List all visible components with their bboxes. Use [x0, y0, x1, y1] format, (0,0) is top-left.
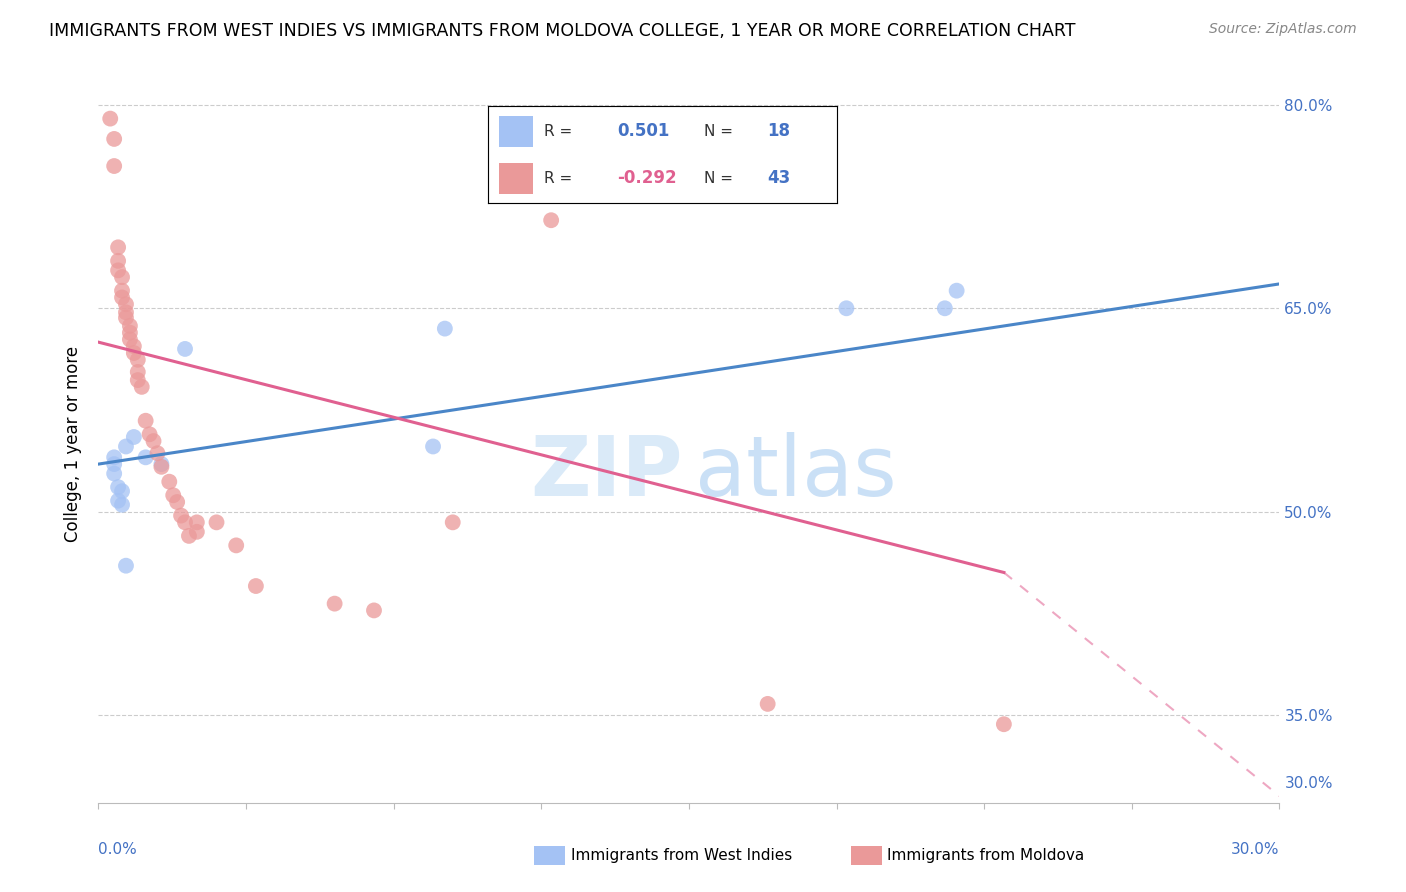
- Text: ZIP: ZIP: [530, 432, 683, 513]
- Text: 0.0%: 0.0%: [98, 842, 138, 857]
- Point: [245, 579, 267, 593]
- Point: [186, 516, 208, 530]
- Point: [122, 430, 145, 444]
- Point: [103, 457, 125, 471]
- Point: [127, 352, 149, 367]
- Point: [122, 339, 145, 353]
- Point: [142, 434, 165, 448]
- Point: [186, 524, 208, 539]
- Point: [756, 697, 779, 711]
- Point: [150, 459, 173, 474]
- Point: [111, 498, 134, 512]
- Point: [157, 475, 180, 489]
- Point: [118, 333, 141, 347]
- Point: [945, 284, 967, 298]
- Point: [540, 213, 562, 227]
- Point: [441, 516, 464, 530]
- Point: [107, 253, 129, 268]
- Point: [135, 450, 157, 465]
- Text: Immigrants from West Indies: Immigrants from West Indies: [571, 848, 792, 863]
- Point: [131, 380, 153, 394]
- Point: [323, 597, 346, 611]
- Point: [115, 440, 138, 454]
- Point: [107, 263, 129, 277]
- Point: [177, 529, 200, 543]
- Point: [835, 301, 858, 316]
- Point: [111, 284, 134, 298]
- Point: [422, 440, 444, 454]
- Point: [135, 414, 157, 428]
- Point: [122, 346, 145, 360]
- Point: [174, 342, 197, 356]
- Point: [103, 450, 125, 465]
- Point: [111, 270, 134, 285]
- Point: [107, 480, 129, 494]
- Point: [127, 365, 149, 379]
- Point: [174, 516, 197, 530]
- Point: [363, 603, 385, 617]
- Text: IMMIGRANTS FROM WEST INDIES VS IMMIGRANTS FROM MOLDOVA COLLEGE, 1 YEAR OR MORE C: IMMIGRANTS FROM WEST INDIES VS IMMIGRANT…: [49, 22, 1076, 40]
- Point: [138, 427, 160, 442]
- Point: [127, 373, 149, 387]
- Point: [115, 558, 138, 573]
- Point: [225, 538, 247, 552]
- Point: [103, 467, 125, 481]
- Point: [162, 488, 184, 502]
- Point: [115, 310, 138, 325]
- Point: [433, 321, 456, 335]
- Point: [166, 495, 188, 509]
- Point: [115, 305, 138, 319]
- Point: [107, 493, 129, 508]
- Point: [98, 112, 121, 126]
- Point: [107, 240, 129, 254]
- Point: [103, 132, 125, 146]
- Text: Source: ZipAtlas.com: Source: ZipAtlas.com: [1209, 22, 1357, 37]
- Point: [934, 301, 956, 316]
- Point: [118, 326, 141, 340]
- Point: [146, 446, 169, 460]
- Text: Immigrants from Moldova: Immigrants from Moldova: [887, 848, 1084, 863]
- Point: [103, 159, 125, 173]
- Point: [118, 318, 141, 333]
- Point: [111, 484, 134, 499]
- Y-axis label: College, 1 year or more: College, 1 year or more: [65, 346, 83, 541]
- Text: 30.0%: 30.0%: [1232, 842, 1279, 857]
- Point: [205, 516, 228, 530]
- Point: [170, 508, 193, 523]
- Text: atlas: atlas: [695, 432, 897, 513]
- Point: [115, 297, 138, 311]
- Point: [111, 290, 134, 304]
- Point: [993, 717, 1015, 731]
- Point: [150, 457, 173, 471]
